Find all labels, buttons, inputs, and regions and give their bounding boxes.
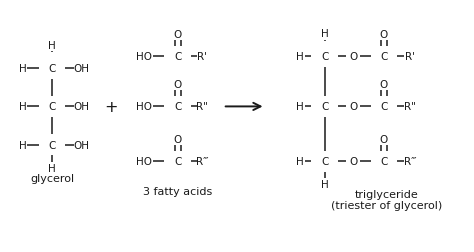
Text: HO: HO: [136, 52, 152, 62]
Text: C: C: [48, 102, 56, 112]
Text: C: C: [48, 64, 56, 74]
Text: O: O: [349, 102, 357, 112]
Text: glycerol: glycerol: [30, 173, 74, 183]
Text: C: C: [380, 157, 388, 167]
Text: +: +: [105, 100, 118, 114]
Text: O: O: [380, 30, 388, 40]
Text: triglyceride
(triester of glycerol): triglyceride (triester of glycerol): [331, 189, 442, 210]
Text: H: H: [19, 102, 27, 112]
Text: R': R': [197, 52, 208, 62]
Text: R": R": [196, 102, 209, 112]
Text: R": R": [404, 102, 416, 112]
Text: C: C: [321, 157, 328, 167]
Text: C: C: [174, 157, 182, 167]
Text: O: O: [380, 135, 388, 145]
Text: O: O: [173, 135, 182, 145]
Text: C: C: [380, 52, 388, 62]
Text: H: H: [19, 140, 27, 150]
Text: C: C: [380, 102, 388, 112]
Text: C: C: [48, 140, 56, 150]
Text: R': R': [405, 52, 415, 62]
Text: OH: OH: [73, 140, 90, 150]
Text: HO: HO: [136, 157, 152, 167]
Text: O: O: [380, 80, 388, 90]
Text: H: H: [19, 64, 27, 74]
Text: O: O: [173, 30, 182, 40]
Text: C: C: [174, 102, 182, 112]
Text: H: H: [321, 29, 328, 39]
Text: O: O: [349, 157, 357, 167]
Text: R‴: R‴: [196, 157, 209, 167]
Text: R‴: R‴: [404, 157, 416, 167]
Text: OH: OH: [73, 64, 90, 74]
Text: O: O: [173, 80, 182, 90]
Text: C: C: [174, 52, 182, 62]
Text: C: C: [321, 102, 328, 112]
Text: H: H: [48, 41, 56, 51]
Text: C: C: [321, 52, 328, 62]
Text: H: H: [48, 163, 56, 173]
Text: H: H: [296, 52, 304, 62]
Text: HO: HO: [136, 102, 152, 112]
Text: 3 fatty acids: 3 fatty acids: [143, 186, 212, 196]
Text: O: O: [349, 52, 357, 62]
Text: H: H: [296, 157, 304, 167]
Text: OH: OH: [73, 102, 90, 112]
Text: H: H: [321, 179, 328, 190]
Text: H: H: [296, 102, 304, 112]
